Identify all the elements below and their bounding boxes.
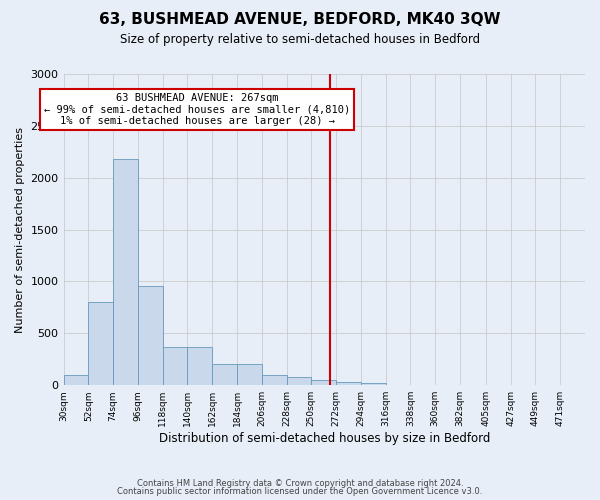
Bar: [511, 384, 535, 385]
Text: Contains public sector information licensed under the Open Government Licence v3: Contains public sector information licen…: [118, 487, 482, 496]
Bar: [535, 384, 560, 385]
Bar: [163, 347, 187, 385]
Bar: [361, 383, 386, 385]
Bar: [113, 159, 138, 385]
Bar: [187, 347, 212, 385]
Bar: [64, 375, 88, 385]
Text: 63, BUSHMEAD AVENUE, BEDFORD, MK40 3QW: 63, BUSHMEAD AVENUE, BEDFORD, MK40 3QW: [99, 12, 501, 28]
Bar: [237, 364, 262, 385]
Bar: [88, 302, 113, 385]
Text: Contains HM Land Registry data © Crown copyright and database right 2024.: Contains HM Land Registry data © Crown c…: [137, 478, 463, 488]
Bar: [212, 364, 237, 385]
Bar: [262, 375, 287, 385]
Bar: [287, 377, 311, 385]
Bar: [138, 286, 163, 385]
Bar: [336, 382, 361, 385]
Bar: [435, 384, 460, 385]
Bar: [486, 384, 511, 385]
Bar: [410, 384, 435, 385]
Text: Size of property relative to semi-detached houses in Bedford: Size of property relative to semi-detach…: [120, 32, 480, 46]
Bar: [460, 384, 486, 385]
Text: 63 BUSHMEAD AVENUE: 267sqm
← 99% of semi-detached houses are smaller (4,810)
1% : 63 BUSHMEAD AVENUE: 267sqm ← 99% of semi…: [44, 92, 350, 126]
Bar: [386, 384, 410, 385]
X-axis label: Distribution of semi-detached houses by size in Bedford: Distribution of semi-detached houses by …: [158, 432, 490, 445]
Bar: [560, 384, 585, 385]
Bar: [311, 380, 336, 385]
Y-axis label: Number of semi-detached properties: Number of semi-detached properties: [15, 126, 25, 332]
